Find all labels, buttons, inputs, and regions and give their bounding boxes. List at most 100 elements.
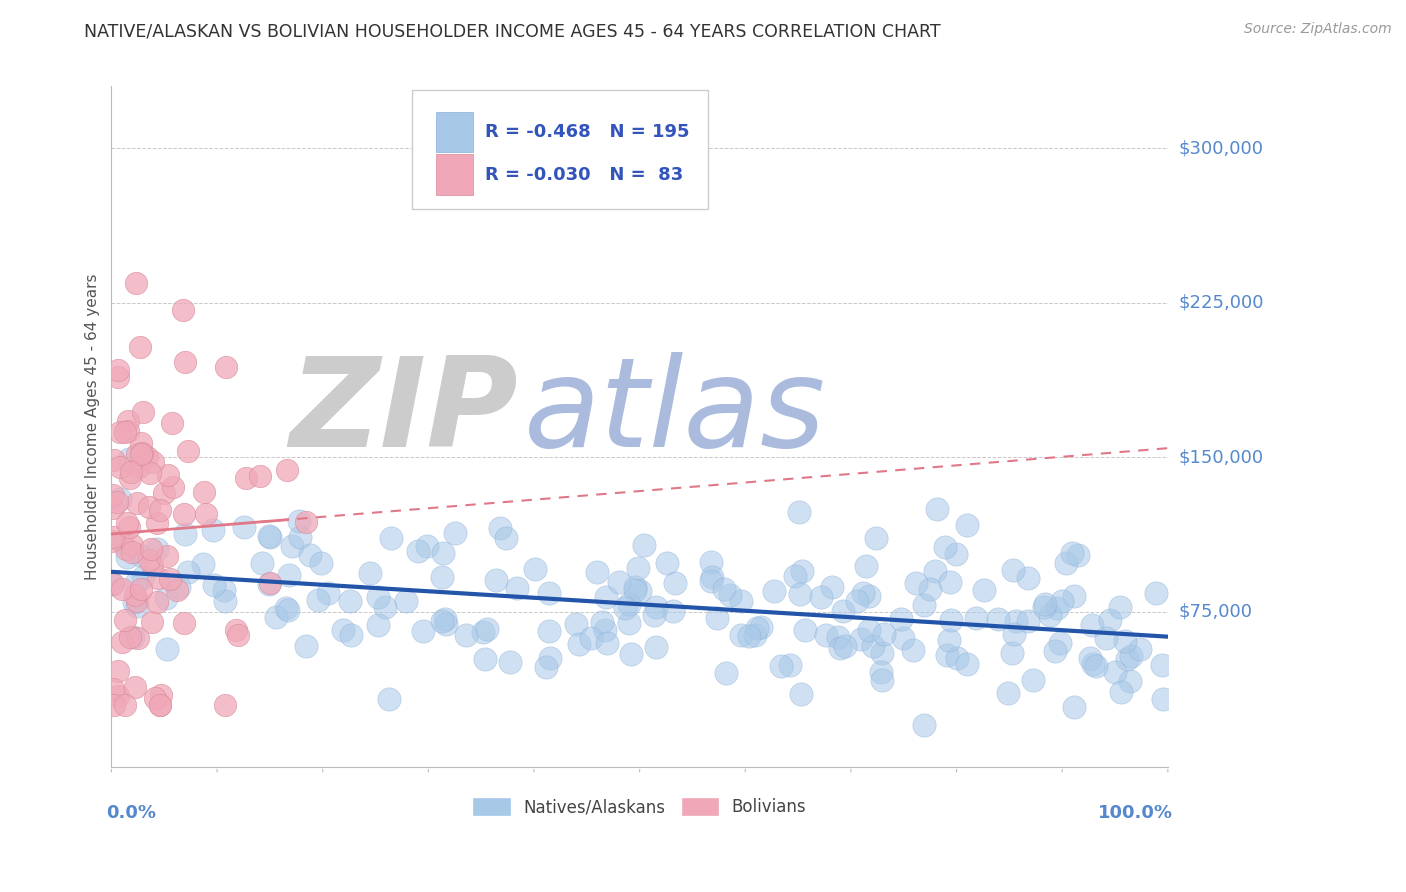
Point	[193, 485, 215, 500]
Point	[607, 575, 630, 590]
Point	[176, 443, 198, 458]
Point	[485, 573, 508, 587]
Point	[233, 519, 256, 533]
Point	[156, 642, 179, 657]
Point	[475, 622, 498, 636]
Text: R = -0.468   N = 195: R = -0.468 N = 195	[485, 123, 690, 141]
Point	[918, 582, 941, 596]
Point	[257, 576, 280, 591]
Point	[865, 531, 887, 545]
Point	[118, 519, 141, 533]
Point	[127, 631, 149, 645]
Point	[1146, 586, 1168, 600]
Point	[873, 627, 896, 641]
Point	[1104, 665, 1126, 680]
Text: Source: ZipAtlas.com: Source: ZipAtlas.com	[1244, 22, 1392, 37]
Point	[872, 673, 894, 687]
Point	[103, 488, 125, 502]
Point	[138, 552, 160, 566]
Point	[225, 623, 247, 637]
Point	[444, 526, 467, 541]
Point	[832, 604, 855, 618]
Point	[1099, 613, 1122, 627]
Point	[585, 565, 607, 579]
Point	[751, 619, 773, 633]
Point	[377, 691, 399, 706]
Point	[1032, 600, 1054, 615]
Point	[114, 613, 136, 627]
Point	[706, 611, 728, 625]
Text: R = -0.030   N =  83: R = -0.030 N = 83	[485, 166, 683, 184]
Point	[1060, 546, 1083, 560]
Point	[288, 530, 311, 544]
Point	[495, 531, 517, 545]
Point	[537, 624, 560, 639]
Point	[1017, 571, 1039, 585]
Point	[264, 610, 287, 624]
Point	[235, 471, 257, 485]
Point	[101, 577, 124, 591]
Point	[115, 542, 138, 557]
Point	[127, 496, 149, 510]
Point	[1049, 635, 1071, 649]
Point	[1109, 599, 1132, 614]
Point	[762, 584, 785, 599]
Point	[718, 588, 741, 602]
Point	[412, 624, 434, 638]
Point	[125, 447, 148, 461]
Point	[111, 634, 134, 648]
Point	[122, 631, 145, 645]
Point	[201, 523, 224, 537]
Point	[935, 648, 957, 662]
Point	[793, 623, 815, 637]
Point	[259, 575, 281, 590]
Text: NATIVE/ALASKAN VS BOLIVIAN HOUSEHOLDER INCOME AGES 45 - 64 YEARS CORRELATION CHA: NATIVE/ALASKAN VS BOLIVIAN HOUSEHOLDER I…	[84, 22, 941, 40]
Point	[277, 602, 299, 616]
Point	[307, 592, 329, 607]
Point	[956, 657, 979, 672]
Point	[858, 590, 880, 604]
Point	[117, 424, 139, 438]
Point	[945, 547, 967, 561]
Point	[828, 640, 851, 655]
Point	[117, 413, 139, 427]
Point	[406, 544, 429, 558]
Point	[124, 588, 146, 602]
Point	[523, 562, 546, 576]
Point	[789, 587, 811, 601]
Point	[934, 540, 956, 554]
Point	[214, 698, 236, 712]
Point	[166, 583, 188, 598]
Point	[987, 612, 1010, 626]
Point	[172, 302, 194, 317]
Point	[591, 615, 613, 629]
Point	[131, 446, 153, 460]
Point	[613, 600, 636, 615]
Point	[100, 533, 122, 548]
Point	[1116, 652, 1139, 666]
Point	[121, 544, 143, 558]
Point	[146, 571, 169, 585]
Point	[745, 622, 768, 636]
Point	[471, 625, 494, 640]
Point	[249, 468, 271, 483]
FancyBboxPatch shape	[436, 112, 472, 153]
Point	[1063, 589, 1085, 603]
Point	[145, 691, 167, 706]
Point	[153, 486, 176, 500]
Point	[620, 647, 643, 661]
Point	[1078, 651, 1101, 665]
Point	[136, 450, 159, 464]
Point	[912, 598, 935, 612]
Point	[858, 623, 880, 637]
Point	[259, 529, 281, 543]
Point	[101, 681, 124, 696]
Point	[1129, 641, 1152, 656]
Point	[1017, 615, 1039, 629]
Point	[534, 660, 557, 674]
Point	[891, 632, 914, 646]
Point	[779, 658, 801, 673]
Point	[1114, 633, 1136, 648]
Point	[595, 624, 617, 638]
Point	[103, 501, 125, 516]
